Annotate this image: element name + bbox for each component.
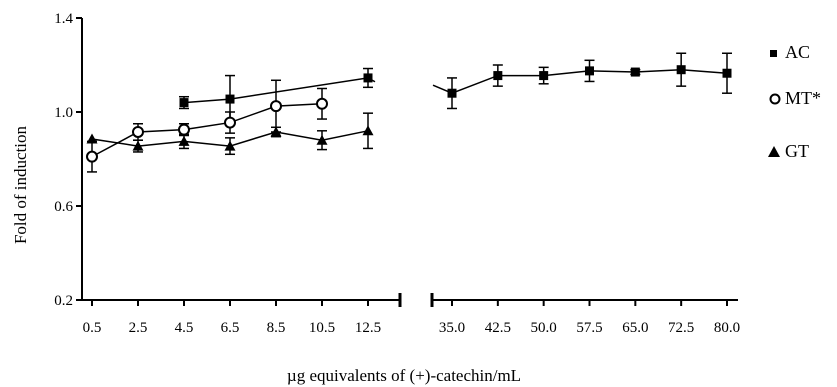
- legend-marker-mt: [769, 93, 781, 105]
- y-tick-label: 1.4: [54, 11, 73, 27]
- data-point-ac: [447, 88, 457, 98]
- legend-marker-ac: [770, 50, 777, 57]
- y-tick-label: 0.2: [54, 293, 73, 309]
- x-tick-label: 80.0: [714, 320, 740, 336]
- x-tick-label: 50.0: [531, 320, 557, 336]
- x-tick-label: 35.0: [439, 320, 465, 336]
- data-point-gt: [362, 125, 374, 136]
- data-point-mt: [86, 150, 98, 163]
- x-tick-label: 42.5: [485, 320, 511, 336]
- data-points-layer: [86, 65, 732, 163]
- series-line-mt: [91, 103, 323, 158]
- data-point-mt: [270, 100, 282, 113]
- data-point-gt: [132, 140, 144, 151]
- series-line-ac: [183, 77, 376, 104]
- x-tick-label: 10.5: [309, 320, 335, 336]
- x-tick-label: 65.0: [622, 320, 648, 336]
- series-line-ac: [432, 68, 728, 95]
- x-tick-label: 4.5: [175, 320, 194, 336]
- y-axis-title: Fold of induction: [11, 125, 30, 244]
- x-tick-label: 72.5: [668, 320, 694, 336]
- data-point-gt: [224, 140, 236, 151]
- data-point-gt: [86, 133, 98, 144]
- legend-label-ac: AC: [785, 42, 810, 62]
- data-point-mt: [132, 125, 144, 138]
- legend: AC MT* GT: [768, 42, 821, 161]
- x-tick-label: 8.5: [267, 320, 286, 336]
- data-point-ac: [676, 65, 686, 75]
- data-point-ac: [179, 98, 189, 108]
- data-point-mt: [178, 123, 190, 136]
- data-point-ac: [363, 73, 373, 83]
- legend-marker-gt: [768, 146, 780, 157]
- data-point-ac: [225, 94, 235, 104]
- data-point-ac: [493, 71, 503, 81]
- data-point-ac: [722, 68, 732, 78]
- x-axis-title: µg equivalents of (+)-catechin/mL: [287, 366, 521, 385]
- y-tick-label: 0.6: [54, 199, 73, 215]
- x-tick-label: 57.5: [576, 320, 602, 336]
- x-tick-label: 12.5: [355, 320, 381, 336]
- y-tick-label: 1.0: [54, 105, 73, 121]
- x-tick-label: 6.5: [221, 320, 240, 336]
- x-tick-label: 0.5: [83, 320, 102, 336]
- axes-layer: 0.2 0.6 1.0 1.4 0.5 2.5 4.5 6.5 8.5 10.5 12.5 35.0 4…: [54, 11, 740, 336]
- data-point-gt: [270, 126, 282, 137]
- data-point-ac: [539, 71, 549, 81]
- data-point-gt: [316, 134, 328, 145]
- data-point-gt: [178, 135, 190, 146]
- data-point-ac: [585, 66, 594, 76]
- x-tick-label: 2.5: [129, 320, 148, 336]
- data-point-ac: [630, 67, 640, 77]
- legend-label-gt: GT: [785, 141, 809, 161]
- data-point-mt: [316, 97, 328, 110]
- legend-label-mt: MT*: [785, 88, 821, 108]
- data-point-mt: [224, 116, 236, 129]
